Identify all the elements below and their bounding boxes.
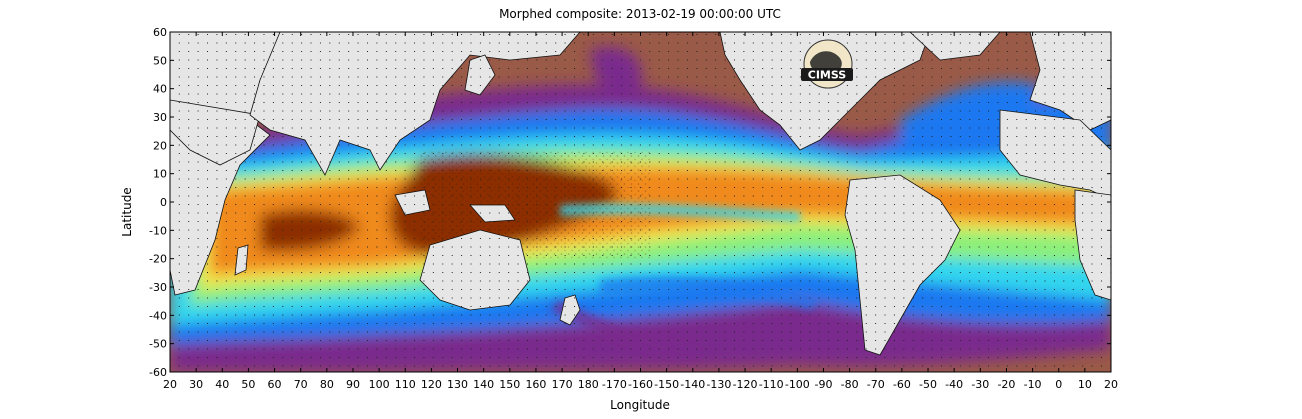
x-tick-label: -110 xyxy=(759,378,784,391)
grid-dots xyxy=(170,32,1111,372)
map-field: CIMSS xyxy=(170,32,1111,372)
x-tick-label: 0 xyxy=(1055,378,1062,391)
x-tick-label: -20 xyxy=(997,378,1015,391)
y-tick-label: 30 xyxy=(153,111,167,124)
x-tick-label: 20 xyxy=(163,378,177,391)
x-axis-ticks: 20 30 40 50 60 70 80 90 100 110 120 130 140 150 160 170… xyxy=(163,32,1118,391)
y-tick-label: -20 xyxy=(149,253,167,266)
x-tick-label: 170 xyxy=(552,378,573,391)
x-tick-label: -90 xyxy=(814,378,832,391)
x-tick-label: 100 xyxy=(369,378,390,391)
x-tick-label: -10 xyxy=(1024,378,1042,391)
x-tick-label: 180 xyxy=(578,378,599,391)
x-tick-label: 10 xyxy=(1078,378,1092,391)
x-tick-label: -70 xyxy=(867,378,885,391)
y-tick-label: 40 xyxy=(153,83,167,96)
x-tick-label: -160 xyxy=(628,378,653,391)
y-tick-label: 50 xyxy=(153,54,167,67)
x-tick-label: -60 xyxy=(893,378,911,391)
y-tick-label: -60 xyxy=(149,366,167,379)
cimss-logo: CIMSS xyxy=(801,39,853,89)
x-tick-label: -120 xyxy=(733,378,758,391)
x-tick-label: 130 xyxy=(447,378,468,391)
y-tick-label: 0 xyxy=(160,196,167,209)
x-tick-label: 80 xyxy=(320,378,334,391)
x-tick-label: -150 xyxy=(654,378,679,391)
x-tick-label: 90 xyxy=(346,378,360,391)
x-axis-label: Longitude xyxy=(610,398,670,412)
x-tick-label: 70 xyxy=(294,378,308,391)
x-tick-label: 50 xyxy=(241,378,255,391)
x-tick-label: 30 xyxy=(189,378,203,391)
x-tick-label: -170 xyxy=(602,378,627,391)
x-tick-label: 40 xyxy=(215,378,229,391)
y-tick-label: -30 xyxy=(149,281,167,294)
y-tick-label: 60 xyxy=(153,26,167,39)
y-tick-label: 10 xyxy=(153,168,167,181)
x-tick-label: -130 xyxy=(706,378,731,391)
logo-text: CIMSS xyxy=(808,69,847,82)
map-title: Morphed composite: 2013-02-19 00:00:00 U… xyxy=(499,7,781,21)
y-tick-label: 20 xyxy=(153,139,167,152)
x-tick-label: -80 xyxy=(841,378,859,391)
x-tick-label: 60 xyxy=(268,378,282,391)
x-tick-label: 120 xyxy=(421,378,442,391)
y-tick-label: -10 xyxy=(149,224,167,237)
x-tick-label: -30 xyxy=(971,378,989,391)
x-tick-label: -140 xyxy=(680,378,705,391)
x-tick-label: 20 xyxy=(1104,378,1118,391)
x-tick-label: 160 xyxy=(525,378,546,391)
y-tick-label: -40 xyxy=(149,309,167,322)
x-tick-label: 110 xyxy=(395,378,416,391)
x-tick-label: 140 xyxy=(473,378,494,391)
y-axis-ticks: 60 50 40 30 20 10 0 -10 -20 -30 -40 -50 -60 xyxy=(149,26,1111,379)
x-tick-label: -40 xyxy=(945,378,963,391)
x-tick-label: 150 xyxy=(499,378,520,391)
x-tick-label: -50 xyxy=(919,378,937,391)
x-tick-label: -100 xyxy=(785,378,810,391)
y-tick-label: -50 xyxy=(149,338,167,351)
